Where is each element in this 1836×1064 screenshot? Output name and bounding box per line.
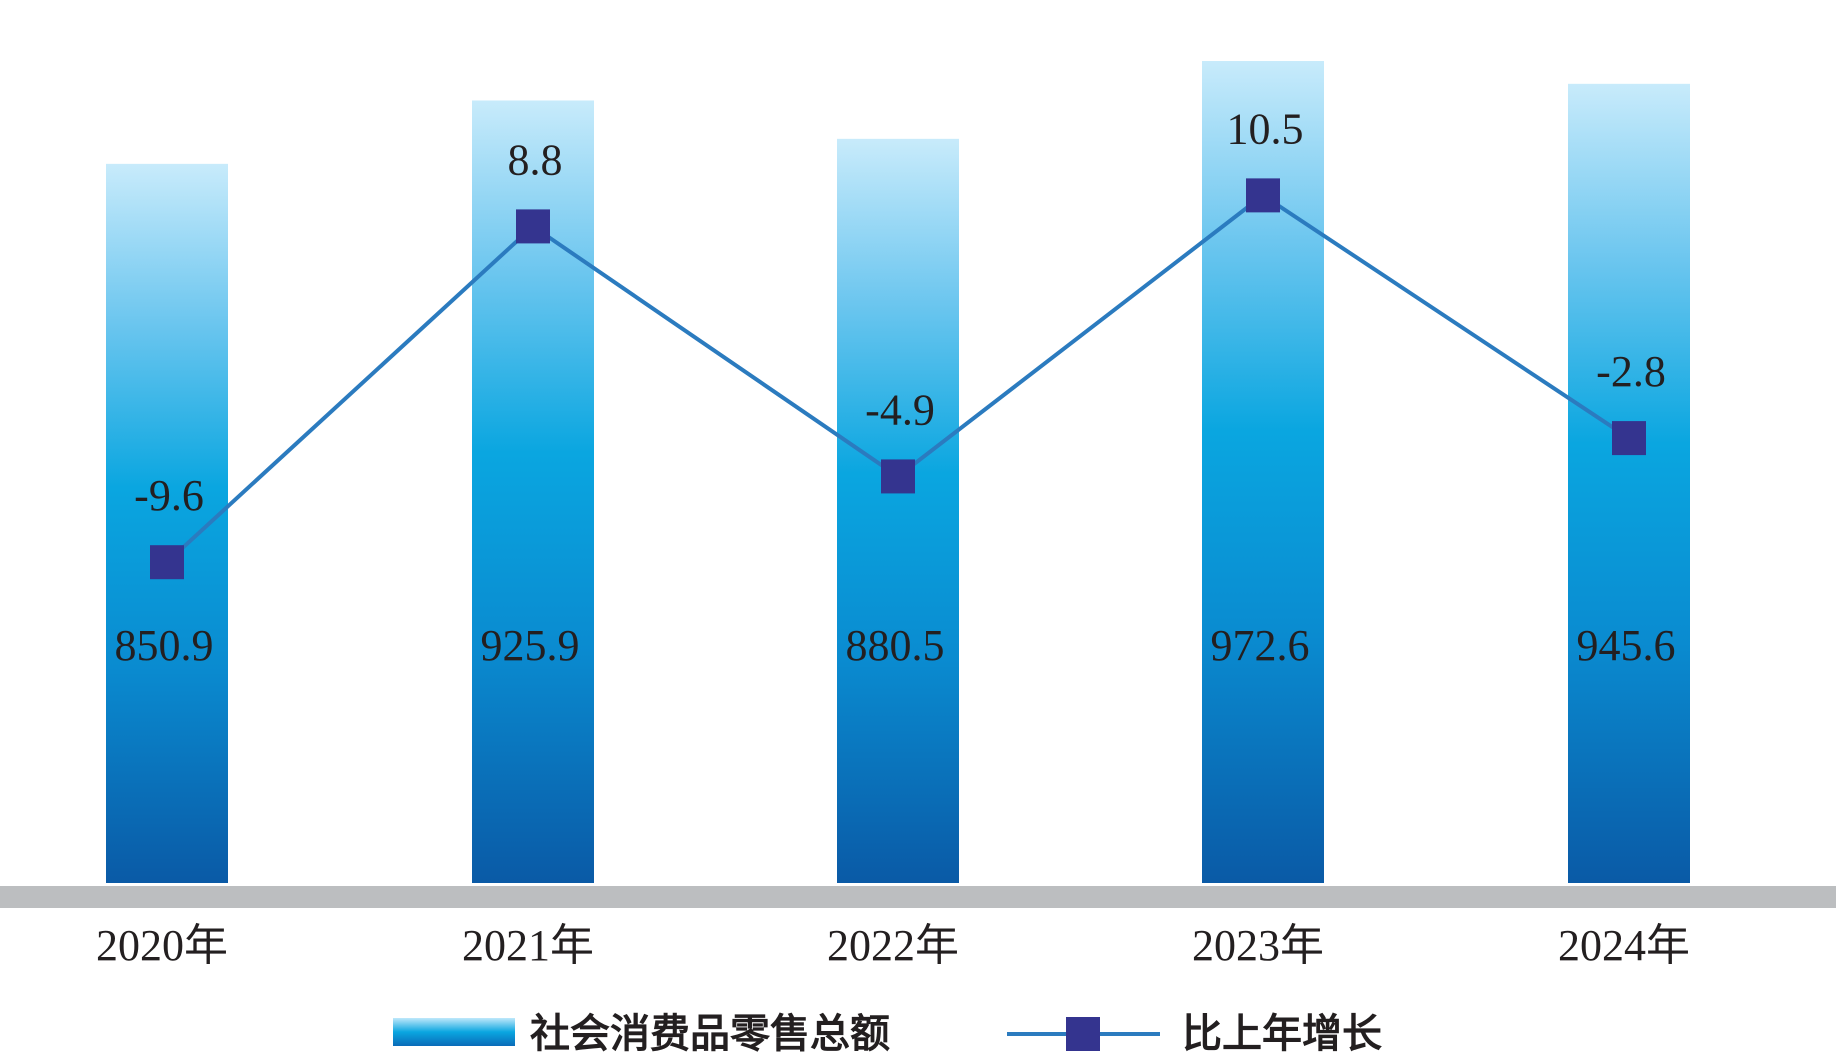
x-tick-label-1: 2021年 [462,921,594,970]
growth-value-label-4: -2.8 [1596,347,1666,396]
legend-line-marker [1066,1017,1100,1051]
growth-marker-1 [516,209,550,244]
bar-value-label-0: 850.9 [115,621,214,670]
bars-layer: 850.9 925.9 880.5 972.6 945.6 [106,61,1690,884]
bar-value-label-3: 972.6 [1211,621,1310,670]
x-tick-label-4: 2024年 [1558,921,1690,970]
growth-marker-2 [881,459,915,494]
baseline-axis [0,886,1836,908]
growth-value-label-2: -4.9 [865,385,935,434]
legend: 社会消费品零售总额 比上年增长 [393,1011,1382,1057]
growth-marker-0 [150,545,184,580]
legend-bar-swatch [393,1018,515,1046]
growth-marker-3 [1246,178,1280,213]
bar-value-label-2: 880.5 [846,621,945,670]
x-axis-tick-labels: 2020年 2021年 2022年 2023年 2024年 [96,921,1690,970]
legend-line-label: 比上年增长 [1182,1011,1382,1057]
bar-value-label-4: 945.6 [1577,621,1676,670]
growth-line-layer: -9.6 8.8 -4.9 10.5 -2.8 [134,104,1666,580]
bar-4 [1568,83,1690,884]
growth-value-label-0: -9.6 [134,471,204,520]
growth-value-label-3: 10.5 [1227,104,1304,153]
x-tick-label-3: 2023年 [1192,921,1324,970]
legend-bar-label: 社会消费品零售总额 [530,1011,890,1057]
bar-2 [837,138,959,883]
x-tick-label-0: 2020年 [96,921,228,970]
growth-marker-4 [1612,421,1646,456]
bar-value-label-1: 925.9 [481,621,580,670]
x-tick-label-2: 2022年 [827,921,959,970]
growth-value-label-1: 8.8 [508,135,563,184]
